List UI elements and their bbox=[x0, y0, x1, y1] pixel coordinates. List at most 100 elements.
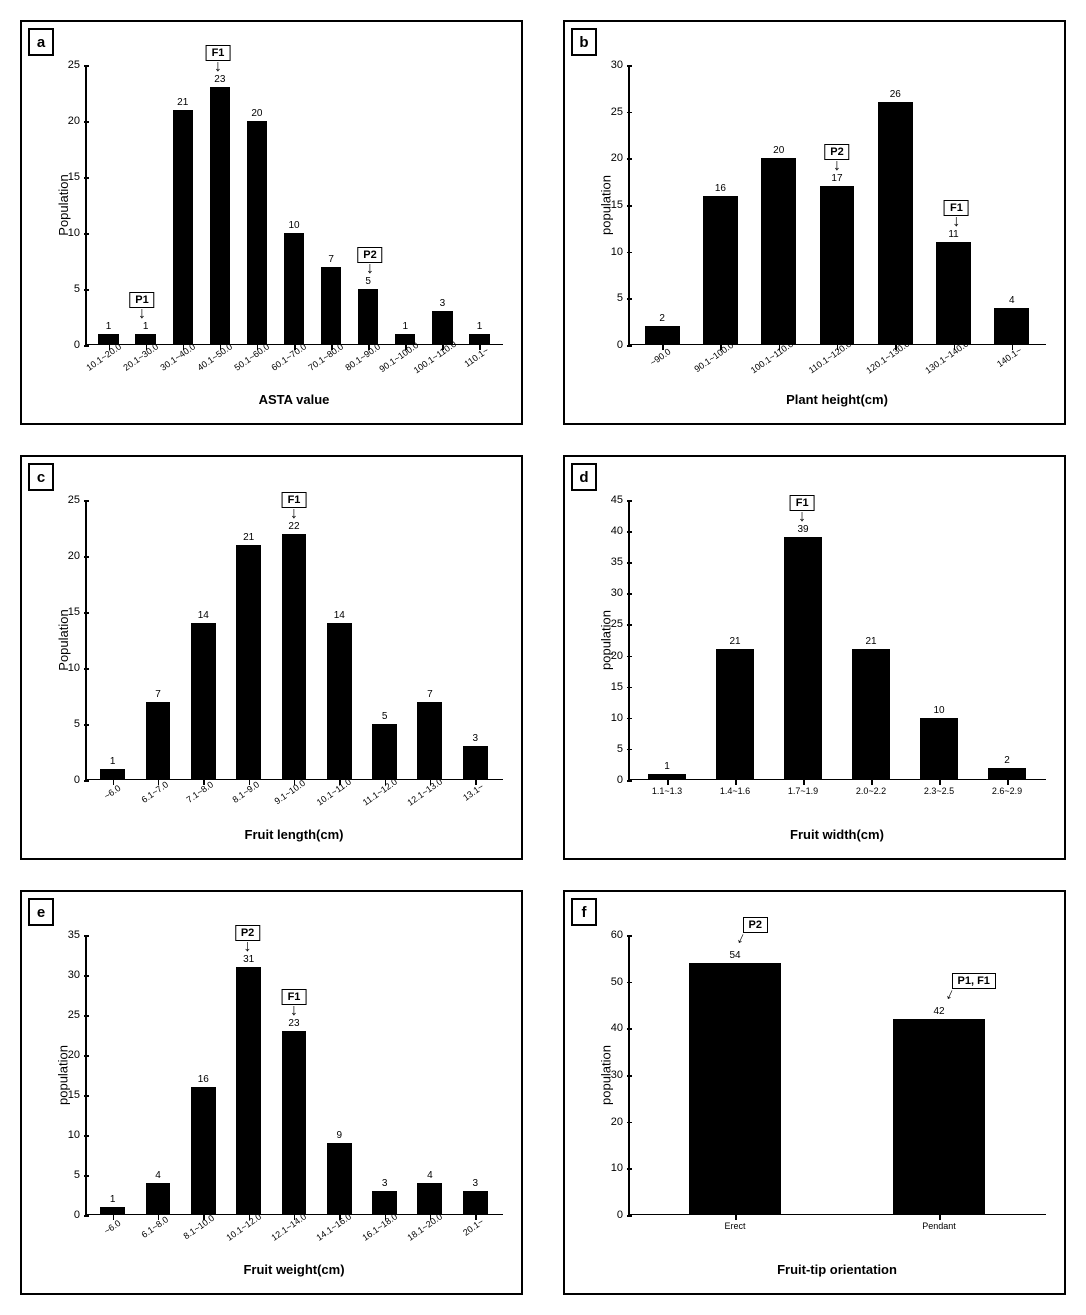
chart-panel-f: f0102030405060populationFruit-tip orient… bbox=[563, 890, 1066, 1295]
y-tick: 25 bbox=[50, 59, 80, 71]
bars-container: 1~6.076.1~7.0147.1~8.0218.1~9.0229.1~10.… bbox=[85, 500, 503, 780]
bar-value-label: 21 bbox=[865, 636, 876, 647]
bar bbox=[282, 1031, 307, 1215]
x-tick-mark bbox=[1012, 345, 1014, 350]
bar-slot: 2050.1~60.0 bbox=[238, 65, 275, 345]
chart-panel-e: e05101520253035populationFruit weight(cm… bbox=[20, 890, 523, 1295]
y-tick: 0 bbox=[593, 339, 623, 351]
bar bbox=[282, 534, 307, 780]
y-tick: 0 bbox=[50, 339, 80, 351]
y-label: Population bbox=[56, 609, 71, 670]
bar bbox=[191, 1087, 216, 1215]
x-tick-mark bbox=[405, 345, 407, 350]
arrow-down-icon: ↓ bbox=[734, 932, 746, 946]
bar-value-label: 7 bbox=[427, 689, 433, 700]
bar bbox=[321, 267, 341, 345]
bar-value-label: 11 bbox=[948, 229, 958, 240]
marker-box: P1, F1 bbox=[952, 973, 996, 989]
bar bbox=[210, 87, 230, 345]
x-tick-label: 140.1~ bbox=[995, 345, 1023, 369]
y-tick: 20 bbox=[593, 1116, 623, 1128]
x-tick-mark bbox=[339, 1215, 341, 1220]
bar-value-label: 3 bbox=[473, 1178, 479, 1189]
bar-slot: 2~90.0 bbox=[633, 65, 691, 345]
bar-value-label: 16 bbox=[715, 183, 726, 194]
bar bbox=[191, 623, 216, 780]
bar bbox=[820, 186, 855, 345]
y-tick: 0 bbox=[593, 1209, 623, 1221]
bar-value-label: 1 bbox=[106, 321, 112, 332]
y-tick: 10 bbox=[593, 1162, 623, 1174]
x-tick-label: 2.6~2.9 bbox=[992, 786, 1022, 796]
x-tick-label: 80.1~90.0 bbox=[344, 341, 383, 372]
marker-p2: P2↓ bbox=[235, 925, 260, 953]
y-tick: 25 bbox=[50, 1009, 80, 1021]
bars-container: 11.1~1.3211.4~1.6391.7~1.9212.0~2.2102.3… bbox=[628, 500, 1046, 780]
panel-label: a bbox=[28, 28, 54, 56]
bar-value-label: 9 bbox=[337, 1130, 343, 1141]
bar-slot: 11.1~1.3 bbox=[633, 500, 701, 780]
bar-value-label: 16 bbox=[198, 1074, 209, 1085]
bar-slot: 2130.1~40.0 bbox=[164, 65, 201, 345]
y-tick: 10 bbox=[593, 712, 623, 724]
arrow-down-icon: ↓ bbox=[366, 263, 374, 275]
x-tick-label: 14.1~16.0 bbox=[315, 1211, 354, 1242]
bar bbox=[417, 1183, 442, 1215]
x-tick-label: Erect bbox=[724, 1221, 745, 1231]
bar-slot: 418.1~20.0 bbox=[407, 935, 452, 1215]
bar-slot: 770.1~80.0 bbox=[313, 65, 350, 345]
x-tick-mark bbox=[113, 1215, 115, 1220]
bar-slot: 218.1~9.0 bbox=[226, 500, 271, 780]
x-label: Fruit length(cm) bbox=[245, 827, 344, 842]
bar-value-label: 1 bbox=[403, 321, 409, 332]
bar bbox=[703, 196, 738, 345]
arrow-down-icon: ↓ bbox=[290, 1005, 298, 1017]
x-tick-mark bbox=[479, 345, 481, 350]
x-label: Plant height(cm) bbox=[786, 392, 888, 407]
bar bbox=[372, 724, 397, 780]
bar-value-label: 31 bbox=[243, 954, 254, 965]
bar-slot: 20100.1~110.0 bbox=[750, 65, 808, 345]
bar-slot: 4140.1~ bbox=[983, 65, 1041, 345]
bars-container: 1~6.046.1~8.0168.1~10.03110.1~12.02312.1… bbox=[85, 935, 503, 1215]
x-tick-mark bbox=[294, 780, 296, 785]
x-tick-label: 12.1~14.0 bbox=[269, 1211, 308, 1242]
x-tick-mark bbox=[720, 345, 722, 350]
y-tick: 40 bbox=[593, 525, 623, 537]
x-tick-label: 2.3~2.5 bbox=[924, 786, 954, 796]
marker-p1-f1: P1, F1↓ bbox=[952, 973, 996, 1001]
y-label: population bbox=[599, 610, 614, 670]
x-tick-mark bbox=[735, 780, 737, 785]
bar-value-label: 20 bbox=[773, 145, 784, 156]
bar bbox=[146, 702, 171, 780]
bar bbox=[878, 102, 913, 345]
bar-value-label: 21 bbox=[243, 532, 254, 543]
x-tick-mark bbox=[385, 1215, 387, 1220]
marker-p1: P1↓ bbox=[129, 292, 154, 320]
bar bbox=[358, 289, 378, 345]
x-tick-label: Pendant bbox=[922, 1221, 956, 1231]
bar bbox=[463, 746, 488, 780]
x-tick-label: 2.0~2.2 bbox=[856, 786, 886, 796]
x-tick-mark bbox=[803, 780, 805, 785]
x-tick-mark bbox=[203, 1215, 205, 1220]
x-tick-mark bbox=[109, 345, 111, 350]
bar-value-label: 42 bbox=[933, 1006, 944, 1017]
bar-slot: 54Erect bbox=[633, 935, 837, 1215]
bar-slot: 2312.1~14.0 bbox=[271, 935, 316, 1215]
y-tick: 35 bbox=[50, 929, 80, 941]
y-tick: 5 bbox=[593, 292, 623, 304]
x-tick-mark bbox=[662, 345, 664, 350]
arrow-down-icon: ↓ bbox=[290, 508, 298, 520]
x-tick-mark bbox=[183, 345, 185, 350]
bar bbox=[761, 158, 796, 345]
x-tick-mark bbox=[895, 345, 897, 350]
bar-value-label: 4 bbox=[155, 1170, 161, 1181]
bar-value-label: 26 bbox=[890, 89, 901, 100]
bar bbox=[417, 702, 442, 780]
bar bbox=[327, 623, 352, 780]
x-tick-label: 13.1~ bbox=[461, 781, 485, 802]
x-tick-mark bbox=[430, 780, 432, 785]
bar bbox=[469, 334, 489, 345]
y-tick: 20 bbox=[593, 152, 623, 164]
